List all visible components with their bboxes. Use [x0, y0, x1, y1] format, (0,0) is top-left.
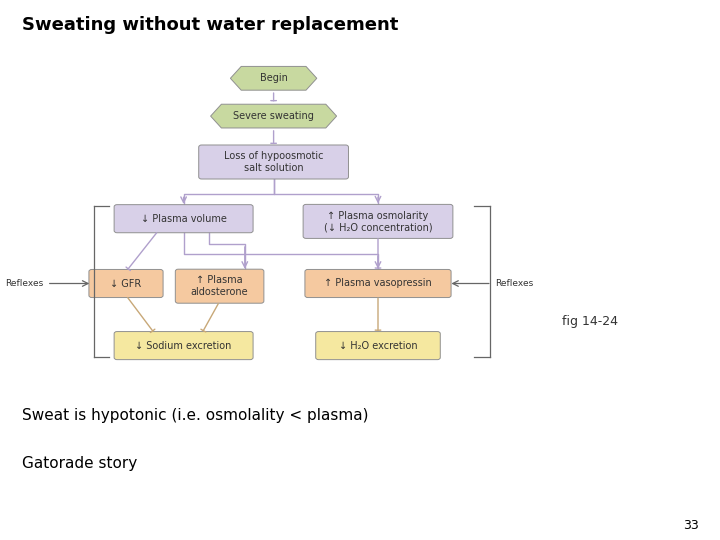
Text: ↑ Plasma
aldosterone: ↑ Plasma aldosterone: [191, 275, 248, 297]
Text: 33: 33: [683, 519, 698, 532]
Text: ↓ H₂O excretion: ↓ H₂O excretion: [338, 341, 418, 350]
FancyBboxPatch shape: [114, 332, 253, 360]
FancyBboxPatch shape: [316, 332, 441, 360]
FancyBboxPatch shape: [305, 269, 451, 298]
Text: Reflexes: Reflexes: [5, 279, 43, 288]
Text: Sweating without water replacement: Sweating without water replacement: [22, 16, 398, 34]
Text: ↑ Plasma vasopressin: ↑ Plasma vasopressin: [324, 279, 432, 288]
Text: Gatorade story: Gatorade story: [22, 456, 137, 471]
Text: Severe sweating: Severe sweating: [233, 111, 314, 121]
Text: Sweat is hypotonic (i.e. osmolality < plasma): Sweat is hypotonic (i.e. osmolality < pl…: [22, 408, 368, 423]
Text: fig 14-24: fig 14-24: [562, 315, 618, 328]
Text: Begin: Begin: [260, 73, 287, 83]
Text: ↓ Sodium excretion: ↓ Sodium excretion: [135, 341, 232, 350]
Text: Reflexes: Reflexes: [495, 279, 534, 288]
FancyBboxPatch shape: [199, 145, 348, 179]
Text: Loss of hypoosmotic
salt solution: Loss of hypoosmotic salt solution: [224, 151, 323, 173]
FancyBboxPatch shape: [114, 205, 253, 233]
Text: ↓ Plasma volume: ↓ Plasma volume: [140, 214, 227, 224]
FancyBboxPatch shape: [303, 205, 453, 239]
FancyBboxPatch shape: [89, 269, 163, 298]
Text: ↓ GFR: ↓ GFR: [110, 279, 142, 288]
Polygon shape: [210, 104, 337, 128]
FancyBboxPatch shape: [176, 269, 264, 303]
Polygon shape: [230, 66, 317, 90]
Text: ↑ Plasma osmolarity
(↓ H₂O concentration): ↑ Plasma osmolarity (↓ H₂O concentration…: [324, 211, 432, 232]
